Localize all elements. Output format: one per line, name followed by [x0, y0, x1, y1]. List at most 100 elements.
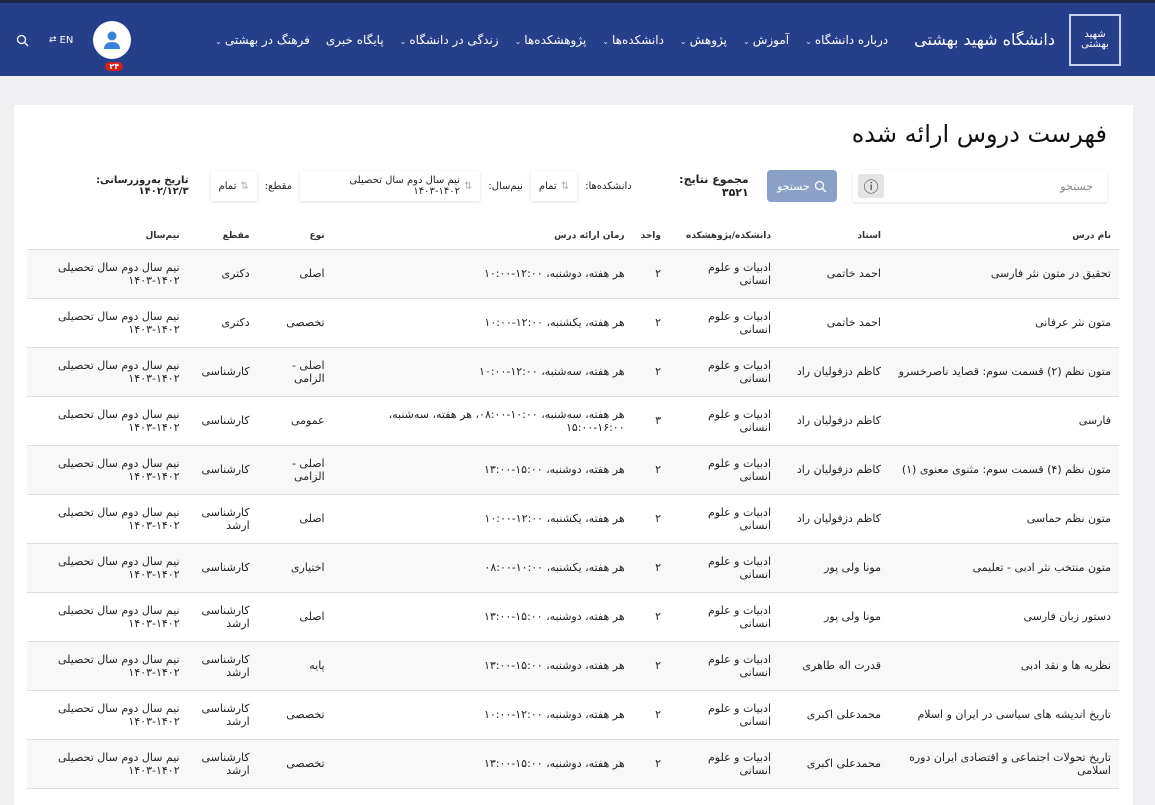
table-header: نام درس استاد دانشکده/پژوهشکده واحد زمان ارا…	[27, 223, 1119, 250]
cell-course-name: تاریخ اندیشه های سیاسی در ایران و اسلام	[889, 690, 1119, 740]
cell-course-name: نظریه ها و نقد ادبی	[889, 641, 1119, 691]
cell-type: اصلی - الزامی	[257, 445, 333, 495]
cell-semester: نیم سال دوم سال تحصیلی ۱۴۰۲-۱۴۰۳	[27, 739, 188, 789]
cell-units: ۲	[632, 298, 669, 348]
search-button[interactable]: جستجو	[766, 170, 838, 202]
column-header-faculty[interactable]: دانشکده/پژوهشکده	[669, 223, 779, 250]
update-date-value: ۱۴۰۲/۱۲/۳	[138, 186, 189, 197]
column-header-semester[interactable]: نیم‌سال	[27, 223, 188, 250]
table-row[interactable]: متون منتخب نثر ادبی - تعلیمی مونا ولی پور…	[27, 543, 1119, 593]
table-row[interactable]: فارسی کاظم دزفولیان راد ادبیات و علوم انسا…	[27, 396, 1119, 446]
cell-semester: نیم سال دوم سال تحصیلی ۱۴۰۲-۱۴۰۳	[27, 690, 188, 740]
top-navbar: شهید بهشتی دانشگاه شهید بهشتی درباره دانش…	[0, 0, 1155, 76]
faculty-value: تمام	[538, 180, 557, 192]
table-row[interactable]: تحقیق در متون نثر فارسی احمد خاتمی ادبیات …	[27, 249, 1119, 299]
cell-units: ۲	[632, 690, 669, 740]
cell-instructor: کاظم دزفولیان راد	[779, 347, 889, 397]
cell-semester: نیم سال دوم سال تحصیلی ۱۴۰۲-۱۴۰۳	[27, 445, 188, 495]
menu-item[interactable]: دانشکده‌ها⌄	[602, 33, 664, 47]
table-row[interactable]: متون نظم حماسی کاظم دزفولیان راد ادبیات و …	[27, 494, 1119, 544]
cell-type: پایه	[257, 641, 333, 691]
translate-icon: ⇄	[49, 35, 57, 45]
cell-semester: نیم سال دوم سال تحصیلی ۱۴۰۲-۱۴۰۳	[27, 347, 188, 397]
cell-instructor: کاظم دزفولیان راد	[779, 494, 889, 544]
info-icon[interactable]: ⓘ	[858, 174, 885, 198]
header-tools: ۲۴ EN ⇄	[16, 21, 132, 71]
menu-item[interactable]: پژوهشکده‌ها⌄	[515, 33, 587, 47]
table-row[interactable]: تاریخ تحولات اجتماعی و اقتصادی ایران دور…	[27, 739, 1119, 789]
cell-course-name: متون نظم (۲) قسمت سوم: قصاید ناصرخسرو	[889, 347, 1119, 397]
cell-level: کارشناسی	[187, 347, 258, 397]
cell-semester: نیم سال دوم سال تحصیلی ۱۴۰۲-۱۴۰۳	[27, 543, 188, 593]
cell-instructor: قدرت اله طاهری	[779, 641, 889, 691]
column-header-level[interactable]: مقطع	[187, 223, 258, 250]
column-header-type[interactable]: نوع	[257, 223, 333, 250]
menu-item-label: درباره دانشگاه	[814, 32, 889, 47]
table-row[interactable]: متون نظم (۲) قسمت سوم: قصاید ناصرخسرو کاظ…	[27, 347, 1119, 397]
faculty-select[interactable]: ⇅ تمام	[531, 171, 577, 201]
cell-schedule: هر هفته، دوشنبه، ۱۵:۰۰-۱۳:۰۰	[332, 592, 633, 642]
table-row[interactable]: متون نثر عرفانی احمد خاتمی ادبیات و علوم ا…	[27, 298, 1119, 348]
semester-select[interactable]: ⇅ نیم سال دوم سال تحصیلی ۱۴۰۲-۱۴۰۳	[300, 171, 480, 201]
page-title: فهرست دروس ارائه شده	[851, 120, 1107, 148]
menu-item[interactable]: پایگاه خبری	[326, 33, 384, 47]
cell-type: اصلی	[257, 249, 333, 299]
menu-item[interactable]: آموزش⌄	[743, 33, 789, 47]
cell-units: ۲	[632, 249, 669, 299]
column-header-schedule[interactable]: زمان ارائه درس	[332, 223, 633, 250]
cell-level: دکتری	[187, 249, 258, 299]
search-placeholder: جستجو	[1060, 179, 1093, 193]
cell-semester: نیم سال دوم سال تحصیلی ۱۴۰۲-۱۴۰۳	[27, 592, 188, 642]
user-icon	[104, 31, 121, 49]
column-header-instructor[interactable]: استاد	[779, 223, 889, 250]
chevron-down-icon: ⌄	[743, 36, 750, 46]
search-icon[interactable]	[16, 34, 29, 47]
column-header-units[interactable]: واحد	[632, 223, 669, 250]
cell-schedule: هر هفته، یکشنبه، ۱۲:۰۰-۱۰:۰۰	[332, 494, 633, 544]
cell-semester: نیم سال دوم سال تحصیلی ۱۴۰۲-۱۴۰۳	[27, 396, 188, 446]
cell-course-name: فارسی	[889, 396, 1119, 446]
cell-schedule: هر هفته، یکشنبه، ۱۰:۰۰-۰۸:۰۰	[332, 543, 633, 593]
search-input[interactable]: جستجو ⓘ	[853, 170, 1107, 202]
cell-instructor: مونا ولی پور	[779, 592, 889, 642]
cell-instructor: کاظم دزفولیان راد	[779, 396, 889, 446]
cell-type: تخصصی	[257, 739, 333, 789]
menu-item[interactable]: فرهنگ در بهشتی⌄	[215, 33, 310, 47]
table-row[interactable]: متون نظم (۴) قسمت سوم: مثنوی معنوی (۱) کا…	[27, 445, 1119, 495]
cell-type: تخصصی	[257, 690, 333, 740]
cell-faculty: ادبیات و علوم انسانی	[669, 298, 779, 348]
menu-item[interactable]: درباره دانشگاه⌄	[805, 33, 888, 47]
filter-bar: جستجو ⓘ جستجو مجموع نتایج: ۳۵۲۱ دانشکده‌…	[50, 169, 1107, 203]
cell-type: اصلی	[257, 494, 333, 544]
cell-units: ۲	[632, 739, 669, 789]
cell-course-name: متون منتخب نثر ادبی - تعلیمی	[889, 543, 1119, 593]
cell-level: کارشناسی ارشد	[187, 641, 258, 691]
cell-schedule: هر هفته، یکشنبه، ۱۲:۰۰-۱۰:۰۰	[332, 298, 633, 348]
chevron-down-icon: ⌄	[215, 36, 222, 46]
cell-faculty: ادبیات و علوم انسانی	[669, 592, 779, 642]
language-switch[interactable]: EN ⇄	[49, 35, 73, 46]
cell-instructor: احمد خاتمی	[779, 298, 889, 348]
cell-level: دکتری	[187, 298, 258, 348]
level-select[interactable]: ⇅ تمام	[211, 171, 257, 201]
cell-faculty: ادبیات و علوم انسانی	[669, 249, 779, 299]
notification-badge: ۲۴	[105, 62, 124, 71]
cell-schedule: هر هفته، دوشنبه، ۱۵:۰۰-۱۳:۰۰	[332, 641, 633, 691]
table-row[interactable]: دستور زبان فارسی مونا ولی پور ادبیات و علو…	[27, 592, 1119, 642]
menu-item[interactable]: پژوهش⌄	[680, 33, 727, 47]
university-logo[interactable]: شهید بهشتی	[1069, 13, 1121, 66]
user-avatar[interactable]: ۲۴	[93, 21, 132, 71]
cell-type: تخصصی	[257, 298, 333, 348]
table-row[interactable]: نظریه ها و نقد ادبی قدرت اله طاهری ادبیات …	[27, 641, 1119, 691]
table-row[interactable]: تاریخ اندیشه های سیاسی در ایران و اسلام م…	[27, 690, 1119, 740]
cell-semester: نیم سال دوم سال تحصیلی ۱۴۰۲-۱۴۰۳	[27, 298, 188, 348]
menu-item-label: پژوهش	[689, 32, 728, 47]
column-header-course-name[interactable]: نام درس	[889, 223, 1119, 250]
cell-schedule: هر هفته، دوشنبه، ۱۵:۰۰-۱۳:۰۰	[332, 445, 633, 495]
brand-name[interactable]: دانشگاه شهید بهشتی	[914, 30, 1055, 49]
cell-semester: نیم سال دوم سال تحصیلی ۱۴۰۲-۱۴۰۳	[27, 641, 188, 691]
menu-item[interactable]: زندگی در دانشگاه⌄	[400, 33, 499, 47]
cell-semester: نیم سال دوم سال تحصیلی ۱۴۰۲-۱۴۰۳	[27, 494, 188, 544]
cell-faculty: ادبیات و علوم انسانی	[669, 690, 779, 740]
menu-item-label: پژوهشکده‌ها	[524, 32, 587, 47]
